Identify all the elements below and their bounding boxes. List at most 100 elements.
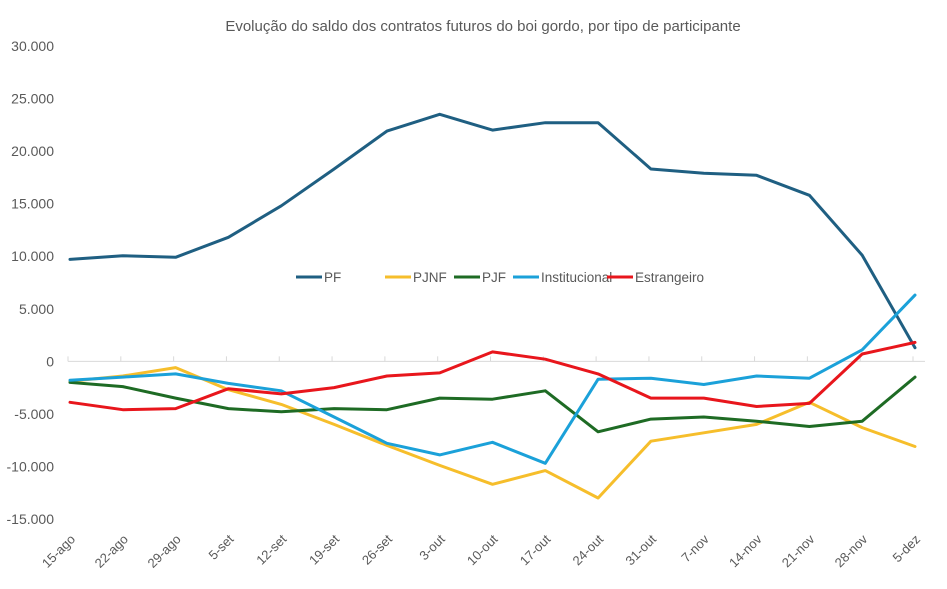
x-tick-label: 17-out bbox=[517, 531, 554, 568]
data-point-estrangeiro bbox=[861, 352, 864, 355]
data-point-pf bbox=[597, 121, 600, 124]
x-tick-label: 29-ago bbox=[145, 532, 184, 571]
legend-label: PF bbox=[324, 270, 341, 285]
x-tick-label: 26-set bbox=[359, 531, 395, 567]
y-axis: 30.000 25.000 20.000 15.000 10.000 5.000 0 -5.0… bbox=[7, 38, 55, 527]
y-tick-label: -10.000 bbox=[7, 458, 55, 474]
data-point-pjf bbox=[702, 416, 705, 419]
data-point-estrangeiro bbox=[174, 407, 177, 410]
x-tick-label: 5-set bbox=[206, 531, 237, 562]
data-point-institucional bbox=[333, 416, 336, 419]
data-point-pjnf bbox=[333, 423, 336, 426]
x-tick-label: 10-out bbox=[464, 531, 501, 568]
data-point-pjnf bbox=[280, 403, 283, 406]
data-point-institucional bbox=[69, 379, 72, 382]
data-point-estrangeiro bbox=[808, 402, 811, 405]
x-tick-label: 12-set bbox=[253, 531, 289, 567]
data-point-pjf bbox=[861, 420, 864, 423]
data-point-pjf bbox=[914, 376, 917, 379]
data-point-institucional bbox=[702, 383, 705, 386]
y-tick-label: -5.000 bbox=[14, 406, 54, 422]
x-tick-label: 7-nov bbox=[678, 531, 712, 565]
data-point-pjf bbox=[121, 385, 124, 388]
data-point-pjf bbox=[808, 425, 811, 428]
data-point-pjnf bbox=[914, 445, 917, 448]
data-point-pjnf bbox=[438, 464, 441, 467]
y-tick-label: 15.000 bbox=[11, 196, 54, 212]
data-point-estrangeiro bbox=[544, 358, 547, 361]
data-point-institucional bbox=[597, 378, 600, 381]
data-point-pjf bbox=[491, 398, 494, 401]
data-point-pjf bbox=[544, 389, 547, 392]
y-tick-label: 5.000 bbox=[19, 301, 54, 317]
data-point-estrangeiro bbox=[649, 397, 652, 400]
legend-label: PJF bbox=[482, 270, 506, 285]
legend: PF PJNF PJF Institucional Estrangeiro bbox=[296, 270, 704, 285]
data-point-estrangeiro bbox=[385, 375, 388, 378]
data-point-pf bbox=[702, 172, 705, 175]
x-tick-label: 24-out bbox=[570, 531, 607, 568]
data-point-institucional bbox=[808, 377, 811, 380]
x-tick-label: 14-nov bbox=[726, 531, 765, 570]
data-point-estrangeiro bbox=[597, 372, 600, 375]
legend-item-pjnf: PJNF bbox=[385, 270, 447, 285]
data-point-institucional bbox=[649, 377, 652, 380]
data-point-pf bbox=[333, 167, 336, 170]
data-point-pf bbox=[491, 129, 494, 132]
x-axis: 15-ago 22-ago 29-ago 5-set 12-set 19-set 26-se… bbox=[39, 356, 925, 571]
x-tick-label: 3-out bbox=[416, 531, 448, 563]
data-point-pf bbox=[861, 254, 864, 257]
y-tick-label: 30.000 bbox=[11, 38, 54, 54]
data-point-institucional bbox=[755, 375, 758, 378]
legend-item-institucional: Institucional bbox=[513, 270, 612, 285]
data-point-pf bbox=[121, 254, 124, 257]
data-point-estrangeiro bbox=[121, 408, 124, 411]
data-point-estrangeiro bbox=[755, 405, 758, 408]
data-point-pjnf bbox=[702, 431, 705, 434]
y-tick-label: 20.000 bbox=[11, 143, 54, 159]
data-point-pjf bbox=[333, 407, 336, 410]
data-point-estrangeiro bbox=[914, 341, 917, 344]
data-point-pjf bbox=[755, 420, 758, 423]
data-point-pjnf bbox=[491, 483, 494, 486]
data-point-pjf bbox=[174, 397, 177, 400]
x-tick-label: 15-ago bbox=[39, 532, 78, 571]
data-point-pjf bbox=[649, 418, 652, 421]
legend-label: Estrangeiro bbox=[635, 270, 704, 285]
data-point-institucional bbox=[861, 348, 864, 351]
data-point-pjnf bbox=[649, 440, 652, 443]
series-line-estrangeiro bbox=[68, 340, 917, 412]
x-tick-label: 5-dez bbox=[890, 532, 924, 566]
legend-item-estrangeiro: Estrangeiro bbox=[607, 270, 704, 285]
data-point-pf bbox=[69, 258, 72, 261]
series-line-pjf bbox=[68, 375, 917, 434]
data-point-pf bbox=[174, 256, 177, 259]
legend-label: PJNF bbox=[413, 270, 447, 285]
data-point-institucional bbox=[121, 376, 124, 379]
data-point-pjf bbox=[227, 407, 230, 410]
data-point-pf bbox=[385, 130, 388, 133]
data-point-institucional bbox=[280, 389, 283, 392]
legend-label: Institucional bbox=[541, 270, 612, 285]
series-line-pf bbox=[68, 112, 917, 350]
legend-item-pf: PF bbox=[296, 270, 341, 285]
data-point-estrangeiro bbox=[702, 397, 705, 400]
data-point-pjf bbox=[280, 410, 283, 413]
x-tick-label: 21-nov bbox=[779, 531, 818, 570]
data-point-pjnf bbox=[861, 426, 864, 429]
data-point-pjf bbox=[438, 397, 441, 400]
data-point-estrangeiro bbox=[69, 401, 72, 404]
series-layer bbox=[68, 112, 917, 500]
data-point-estrangeiro bbox=[491, 350, 494, 353]
x-tick-label: 22-ago bbox=[92, 532, 131, 571]
data-point-pjnf bbox=[755, 423, 758, 426]
y-tick-label: -15.000 bbox=[7, 511, 55, 527]
data-point-pf bbox=[280, 204, 283, 207]
x-tick-label: 31-out bbox=[622, 531, 659, 568]
y-tick-label: 25.000 bbox=[11, 91, 54, 107]
data-point-pf bbox=[808, 194, 811, 197]
data-point-pjnf bbox=[597, 496, 600, 499]
data-point-pf bbox=[438, 113, 441, 116]
series-line-institucional bbox=[68, 293, 917, 465]
